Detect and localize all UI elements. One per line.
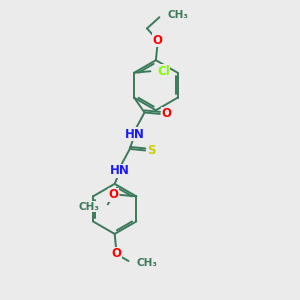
Text: O: O <box>111 248 121 260</box>
Text: Cl: Cl <box>157 65 169 78</box>
Text: O: O <box>152 34 162 47</box>
Text: O: O <box>161 107 171 120</box>
Text: HN: HN <box>125 128 145 141</box>
Text: S: S <box>147 144 156 157</box>
Text: CH₃: CH₃ <box>168 11 189 20</box>
Text: O: O <box>109 188 119 201</box>
Text: HN: HN <box>110 164 130 177</box>
Text: CH₃: CH₃ <box>79 202 100 212</box>
Text: CH₃: CH₃ <box>137 258 158 268</box>
